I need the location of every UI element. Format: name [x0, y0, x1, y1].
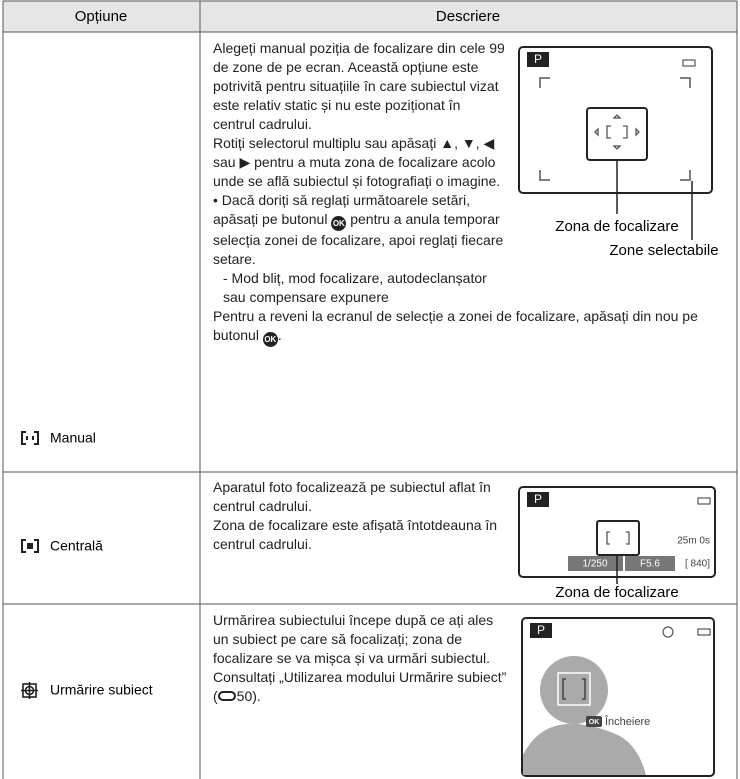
- text: Alegeți manual poziția de focalizare din…: [213, 40, 505, 132]
- callout: Zone selectabile: [609, 242, 718, 259]
- header-background: [3, 1, 737, 32]
- text: pentru a anula temporar selecția zonei d…: [213, 211, 504, 267]
- paragraph: Rotiți selectorul multiplu sau apăsați ▲…: [213, 134, 733, 191]
- manual-icon: [21, 431, 39, 445]
- paragraph: Pentru a reveni la ecranul de selecție a…: [213, 307, 733, 347]
- screen-action: Încheiere: [604, 715, 650, 728]
- mode-label: P: [534, 492, 542, 506]
- camera-screen: P OK Încheiere: [521, 617, 715, 777]
- text: - Mod bliț, mod focalizare, autodeclanșa…: [223, 270, 487, 305]
- figure-space: [505, 39, 733, 307]
- text: Aparatul foto focalizează pe subiectul a…: [213, 479, 491, 514]
- text: .: [277, 327, 282, 343]
- header-cell: Descriere: [436, 8, 500, 25]
- screen-aperture: F5.6: [640, 559, 660, 570]
- option-name: Manual: [50, 430, 96, 446]
- text: Zona de focalizare este afișată întotdea…: [213, 517, 498, 552]
- option-name: Centrală: [50, 538, 103, 554]
- screen-button: OK: [589, 719, 600, 726]
- button-icon: OK: [262, 332, 278, 347]
- text: Pentru a reveni la ecranul de selecție a…: [213, 308, 698, 343]
- description: Urmărirea subiectului începe după ce ați…: [213, 611, 508, 706]
- screen-time: 25m 0s: [677, 536, 710, 547]
- center-icon: [21, 539, 39, 553]
- camera-screen: P: [518, 46, 713, 240]
- callout: Zona de focalizare: [555, 218, 678, 235]
- description: Alegeți manual poziția de focalizare din…: [213, 39, 733, 347]
- mode-label: P: [534, 52, 542, 66]
- paragraph: Zona de focalizare este afișată întotdea…: [213, 516, 503, 554]
- paragraph: Aparatul foto focalizează pe subiectul a…: [213, 478, 503, 516]
- mode-label: P: [537, 623, 545, 637]
- button-icon: OK: [331, 216, 347, 231]
- reference-icon: [217, 691, 236, 701]
- paragraph: • Dacă doriți să reglați următoarele set…: [213, 191, 733, 269]
- text: Rotiți selectorul multiplu sau apăsați ▲…: [213, 135, 501, 189]
- camera-screen: P 25m 0s 1/250 F5.6 [ 840]: [518, 486, 716, 584]
- option-name: Urmărire subiect: [50, 682, 153, 698]
- screen-shots: [ 840]: [685, 559, 710, 570]
- text: Urmărirea subiectului începe după ce ați…: [213, 612, 507, 704]
- page-reference: 50: [236, 688, 253, 704]
- screen-shutter: 1/250: [582, 559, 607, 570]
- paragraph: Alegeți manual poziția de focalizare din…: [213, 39, 733, 134]
- text: ).: [252, 688, 261, 704]
- paragraph: - Mod bliț, mod focalizare, autodeclanșa…: [213, 269, 733, 307]
- paragraph: Urmărirea subiectului începe după ce ați…: [213, 611, 508, 706]
- callout: Zona de focalizare: [555, 584, 678, 601]
- description: Aparatul foto focalizează pe subiectul a…: [213, 478, 503, 554]
- header-cell: Opțiune: [75, 8, 128, 25]
- text: • Dacă doriți să reglați următoarele set…: [213, 192, 471, 227]
- tracking-icon: [21, 682, 38, 699]
